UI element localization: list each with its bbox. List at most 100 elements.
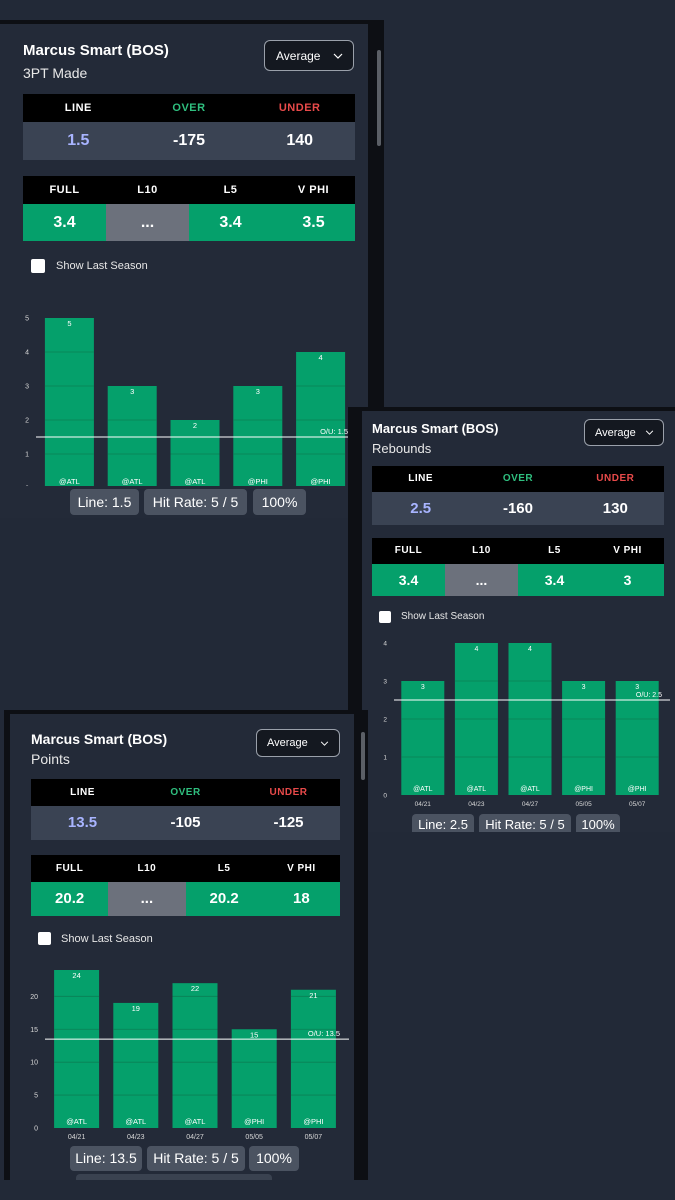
under-header: UNDER (269, 787, 308, 798)
over-odds[interactable]: -105 (170, 814, 201, 831)
average-dropdown[interactable]: Average (256, 729, 340, 757)
opponent-label: @ATL (467, 786, 487, 793)
split-vs-value[interactable]: 18 (262, 882, 340, 916)
under-odds[interactable]: 130 (602, 500, 628, 517)
y-tick-label: 5 (34, 1093, 38, 1100)
bar (107, 386, 157, 486)
over-odds[interactable]: -175 (172, 132, 206, 149)
average-dropdown[interactable]: Average (584, 419, 664, 446)
odds-header: LINE OVER UNDER (372, 466, 664, 492)
bar (233, 386, 283, 486)
x-tick-label: 05/05 (245, 1134, 263, 1141)
opponent-label: @ATL (125, 1117, 146, 1126)
stat-type: Rebounds (372, 441, 432, 456)
split-vs-value[interactable]: 3 (591, 564, 664, 596)
show-last-season-checkbox[interactable] (31, 259, 45, 273)
chevron-down-icon (320, 740, 329, 746)
under-odds[interactable]: 140 (286, 132, 314, 149)
y-tick-label: 3 (383, 679, 387, 686)
bar-value-label: 19 (132, 1004, 140, 1013)
bar (401, 681, 445, 795)
y-tick-label: 4 (383, 641, 387, 648)
split-full-header: FULL (394, 545, 423, 556)
opponent-label: @PHI (244, 1117, 264, 1126)
bar-value-label: 22 (191, 984, 199, 993)
bar (113, 1002, 159, 1128)
x-tick-label: 04/23 (127, 1134, 145, 1141)
card-edge (354, 710, 368, 1180)
bar (44, 318, 94, 486)
under-odds[interactable]: -125 (273, 814, 304, 831)
game-log-chart: 0123455@ATL04/213@ATL04/232@ATL04/273@PH… (25, 316, 358, 487)
bar-value-label: 5 (67, 319, 71, 328)
player-name: Marcus Smart (BOS) (31, 731, 168, 747)
stat-type: 3PT Made (23, 65, 88, 81)
split-full-value[interactable]: 3.4 (372, 564, 445, 596)
split-vs-value[interactable]: 3.5 (272, 204, 355, 241)
y-tick-label: 1 (25, 452, 29, 459)
splits-header: FULL L10 L5 V PHI (31, 855, 340, 882)
bar (296, 352, 346, 486)
show-last-season-checkbox[interactable] (379, 611, 391, 623)
line-value: 13.5 (67, 814, 98, 831)
split-l10-header: L10 (137, 863, 157, 874)
bar-value-label: 3 (256, 387, 260, 396)
bar (231, 1029, 277, 1128)
split-l5-value[interactable]: 20.2 (185, 882, 263, 916)
split-vs-header: V PHI (287, 863, 316, 874)
scrollbar[interactable] (377, 50, 381, 146)
y-tick-label: 4 (25, 350, 29, 357)
game-log-chart: 0 5 10 15 20 24 @ATL 04/21 19 @ATL 04/23 22 @ATL 04/2… (30, 970, 349, 1141)
prop-card-rebounds: Marcus Smart (BOS) Rebounds Average LINE… (348, 407, 675, 832)
x-tick-label: 04/27 (186, 1134, 204, 1141)
hit-percent-chip: 100% (253, 489, 306, 515)
opponent-label: @ATL (185, 1117, 206, 1126)
split-l10-value[interactable]: ... (445, 564, 518, 596)
odds-header: LINE OVER UNDER (23, 94, 355, 122)
split-full-value[interactable]: 20.2 (31, 882, 109, 916)
game-log-chart: 0 1 2 3 4 3 @ATL 04/21 4 @ATL 04/23 4 @ATL 04/27 3 @PHI… (383, 641, 670, 808)
split-l5-value[interactable]: 3.4 (518, 564, 591, 596)
odds-row: 13.5 -105 -125 (31, 806, 340, 840)
bar-value-label: 21 (309, 991, 317, 1000)
over-header: OVER (170, 787, 201, 798)
split-full-value[interactable]: 3.4 (23, 204, 106, 241)
split-l5-value[interactable]: 3.4 (189, 204, 272, 241)
y-tick-label: 0 (25, 486, 29, 487)
x-tick-label: 04/21 (415, 801, 432, 808)
odds-row: 2.5 -160 130 (372, 492, 664, 525)
split-l10-value[interactable]: ... (106, 204, 189, 241)
bar (170, 420, 220, 486)
bar-value-label: 3 (130, 387, 134, 396)
split-l10-value[interactable]: ... (108, 882, 186, 916)
hit-percent-chip: 100% (249, 1146, 299, 1171)
over-odds[interactable]: -160 (502, 500, 533, 517)
card-edge (348, 407, 675, 411)
line-chip: Line: 2.5 (412, 814, 474, 832)
opponent-label: @PHI (303, 1117, 323, 1126)
average-dropdown[interactable]: Average (264, 40, 354, 71)
ou-line-label: O/U: 13.5 (308, 1029, 340, 1038)
hit-percent-chip: 100% (576, 814, 620, 832)
y-tick-label: 3 (25, 384, 29, 391)
split-l10-header: L10 (472, 545, 491, 556)
bar (54, 970, 100, 1128)
stat-type: Points (31, 751, 70, 767)
scrollbar[interactable] (361, 732, 365, 780)
show-last-season-label: Show Last Season (401, 611, 485, 622)
opponent-label: @ATL (413, 786, 433, 793)
ou-line-label: O/U: 2.5 (636, 692, 662, 699)
line-value: 2.5 (410, 500, 432, 517)
dropdown-label: Average (267, 737, 308, 749)
show-last-season-checkbox[interactable] (38, 932, 51, 945)
splits-row: 20.2 ... 20.2 18 (31, 882, 340, 916)
opponent-label: @PHI (248, 477, 268, 486)
line-header: LINE (70, 787, 95, 798)
line-header: LINE (64, 102, 92, 114)
opponent-label: @PHI (311, 477, 331, 486)
x-tick-label: 05/07 (629, 801, 646, 808)
chevron-down-icon (645, 430, 654, 435)
under-header: UNDER (596, 473, 635, 484)
bar (290, 989, 336, 1128)
opponent-label: @ATL (185, 477, 206, 486)
